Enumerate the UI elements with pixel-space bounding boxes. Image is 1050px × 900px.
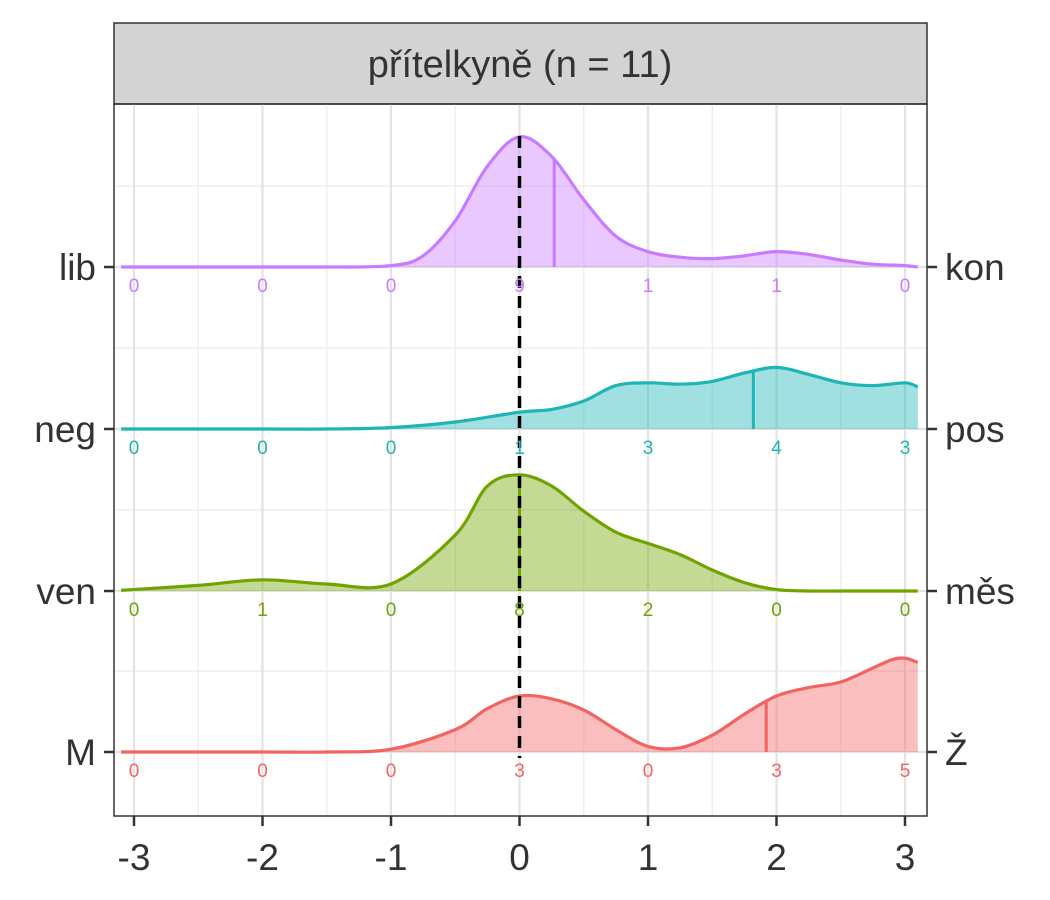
y-label-left: ven bbox=[36, 571, 96, 612]
count-label: 3 bbox=[900, 438, 911, 459]
count-label: 9 bbox=[514, 276, 525, 297]
count-label: 0 bbox=[129, 276, 140, 297]
ridge-line-neg bbox=[121, 365, 919, 431]
y-label-right: měs bbox=[945, 571, 1015, 612]
count-label: 0 bbox=[386, 438, 397, 459]
ridge-line-ven bbox=[121, 473, 918, 593]
count-label: 0 bbox=[386, 276, 397, 297]
count-labels: 0 0 0 9 1 1 0 0 0 0 1 3 4 3 0 1 0 8 2 0 0 0 0 0 3 0 3 5 bbox=[129, 276, 911, 782]
count-label: 2 bbox=[643, 600, 654, 621]
count-label: 1 bbox=[771, 276, 782, 297]
ridge-line-lib bbox=[121, 135, 918, 269]
count-label: 0 bbox=[129, 438, 140, 459]
ridge-ven bbox=[121, 473, 918, 593]
count-label: 0 bbox=[129, 600, 140, 621]
y-label-left: lib bbox=[59, 247, 96, 288]
count-label: 8 bbox=[514, 600, 525, 621]
count-label: 3 bbox=[771, 761, 782, 782]
ridge-fill-neg bbox=[121, 367, 918, 430]
x-tick-label: -1 bbox=[375, 837, 408, 878]
x-tick-label: 1 bbox=[638, 837, 659, 878]
ridge-neg bbox=[121, 365, 919, 431]
count-label: 0 bbox=[771, 600, 782, 621]
x-tick-label: -2 bbox=[246, 837, 279, 878]
count-label: 0 bbox=[129, 761, 140, 782]
panel-title: přítelkyně (n = 11) bbox=[368, 44, 673, 86]
count-label: 0 bbox=[900, 276, 911, 297]
count-label: 0 bbox=[257, 761, 268, 782]
y-label-right: kon bbox=[945, 247, 1005, 288]
count-label: 0 bbox=[643, 761, 654, 782]
count-label: 0 bbox=[257, 276, 268, 297]
x-tick-label: 2 bbox=[766, 837, 787, 878]
panel-strip bbox=[113, 22, 928, 105]
x-tick-label: -3 bbox=[118, 837, 151, 878]
y-label-left: M bbox=[65, 732, 96, 773]
ridge-line-m bbox=[121, 656, 919, 754]
count-label: 0 bbox=[386, 600, 397, 621]
x-tick-label: 3 bbox=[895, 837, 916, 878]
count-label: 1 bbox=[514, 438, 525, 459]
count-label: 1 bbox=[643, 276, 654, 297]
count-label: 0 bbox=[386, 761, 397, 782]
count-label: 0 bbox=[257, 438, 268, 459]
y-label-right: Ž bbox=[945, 732, 968, 773]
count-label: 3 bbox=[514, 761, 525, 782]
x-tick-label: 0 bbox=[509, 837, 530, 878]
count-label: 5 bbox=[900, 761, 911, 782]
count-label: 4 bbox=[771, 438, 782, 459]
count-label: 1 bbox=[257, 600, 268, 621]
axes: -3 -2 -1 0 1 2 3 lib kon neg pos ven měs M Ž bbox=[34, 247, 1015, 878]
count-label: 3 bbox=[643, 438, 654, 459]
y-label-right: pos bbox=[945, 409, 1005, 450]
y-label-left: neg bbox=[34, 409, 96, 450]
count-label: 0 bbox=[900, 600, 911, 621]
